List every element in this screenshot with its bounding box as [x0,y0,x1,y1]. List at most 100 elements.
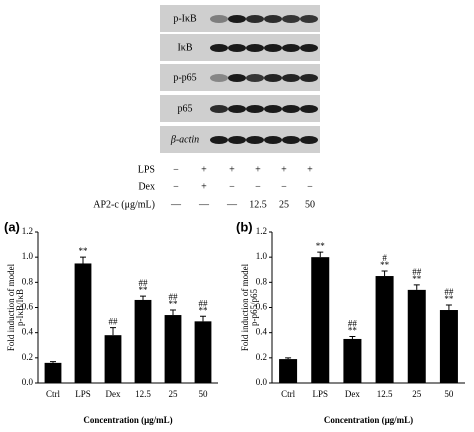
blot-band [264,105,282,113]
x-tick-label: 50 [444,389,454,399]
x-tick-label: Ctrl [281,389,296,399]
treatment-mark: — [170,199,182,210]
error-bar [285,357,292,360]
x-tick-label: 25 [169,389,179,399]
treatment-mark: — [198,199,210,210]
significance-mark: ** [444,294,454,304]
treatment-mark: + [201,164,207,175]
blot-band [300,105,318,113]
treatment-mark: − [307,181,313,192]
treatment-mark: − [255,181,261,192]
blot-band [246,136,264,144]
blot-band [246,15,264,23]
significance-mark: ## [444,287,454,297]
treatment-mark: − [173,164,179,175]
significance-mark: ** [412,274,422,284]
x-axis-label: Concentration (μg/mL) [83,415,172,425]
blot-band [228,74,246,82]
bar [74,263,92,383]
error-bar [381,270,388,277]
x-tick-label: LPS [312,389,328,399]
treatment-mark: 50 [305,199,315,210]
x-tick-label: Dex [345,389,360,399]
bar [104,335,122,383]
treatment-mark: + [307,164,313,175]
y-tick-label: 0.0 [22,377,34,387]
treatment-mark: — [226,199,238,210]
error-bar [170,309,176,316]
significance-mark: ** [199,305,209,315]
blot-label: p-IκB [173,13,197,24]
x-tick-label: 25 [412,389,422,399]
treatment-mark: − [281,181,287,192]
blot-band [246,74,264,82]
blot-band [228,136,246,144]
blot-band [228,15,246,23]
bar [343,338,362,383]
blot-band [264,136,282,144]
error-bar [413,284,420,290]
y-tick-label: 0.8 [22,276,34,286]
treatment-mark: − [229,181,235,192]
error-bar [80,256,86,264]
y-tick-label: 0.2 [256,352,267,362]
treatment-label: LPS [138,164,155,175]
error-bar [445,304,452,311]
blot-band [282,136,300,144]
y-tick-label: 0.4 [22,327,34,337]
significance-mark: ## [109,317,119,327]
significance-mark: ** [348,326,358,336]
treatment-mark: 25 [279,199,289,210]
blot-band [300,15,318,23]
bar [279,359,298,383]
bar [194,321,212,383]
significance-mark: ## [199,298,209,308]
blot-band [282,105,300,113]
y-axis-label: p-p65/p65 [249,289,259,326]
panel-label: (b) [236,219,253,234]
x-tick-label: LPS [75,389,91,399]
y-tick-label: 0.0 [256,377,268,387]
error-bar [140,295,146,300]
treatment-mark: + [229,164,235,175]
y-tick-label: 0.8 [256,276,268,286]
blot-band [210,105,228,113]
significance-mark: ** [316,241,326,251]
y-tick-label: 0.6 [22,302,34,312]
y-tick-label: 1.2 [256,226,267,236]
blot-label: p65 [178,103,193,114]
significance-mark: ## [139,278,149,288]
blot-band [246,44,264,52]
error-bar [200,315,206,322]
blot-band [300,44,318,52]
blot-band [210,136,228,144]
treatment-mark: + [201,181,207,192]
blot-band [246,105,264,113]
y-tick-label: 0.2 [22,352,33,362]
blot-band [264,74,282,82]
panel-label: (a) [4,219,20,234]
bar [375,276,394,383]
significance-mark: ## [169,292,179,302]
blot-label: p-p65 [173,72,196,83]
x-axis-label: Concentration (μg/mL) [324,415,413,425]
blot-label: β-actin [170,134,199,145]
bar [439,310,458,383]
blot-band [210,44,228,52]
significance-mark: # [382,253,387,263]
treatment-mark: 12.5 [249,199,267,210]
x-tick-label: 50 [199,389,209,399]
blot-band [282,44,300,52]
significance-mark: ** [139,285,149,295]
treatment-mark: + [281,164,287,175]
error-bar [317,251,324,258]
blot-band [210,15,228,23]
significance-mark: ** [380,260,390,270]
blot-band [300,74,318,82]
treatment-label: Dex [138,181,155,192]
blot-band [264,15,282,23]
error-bar [50,361,56,363]
treatment-label: AP2-c (μg/mL) [93,199,155,210]
bar [164,315,182,383]
blot-label: IκB [177,42,192,53]
